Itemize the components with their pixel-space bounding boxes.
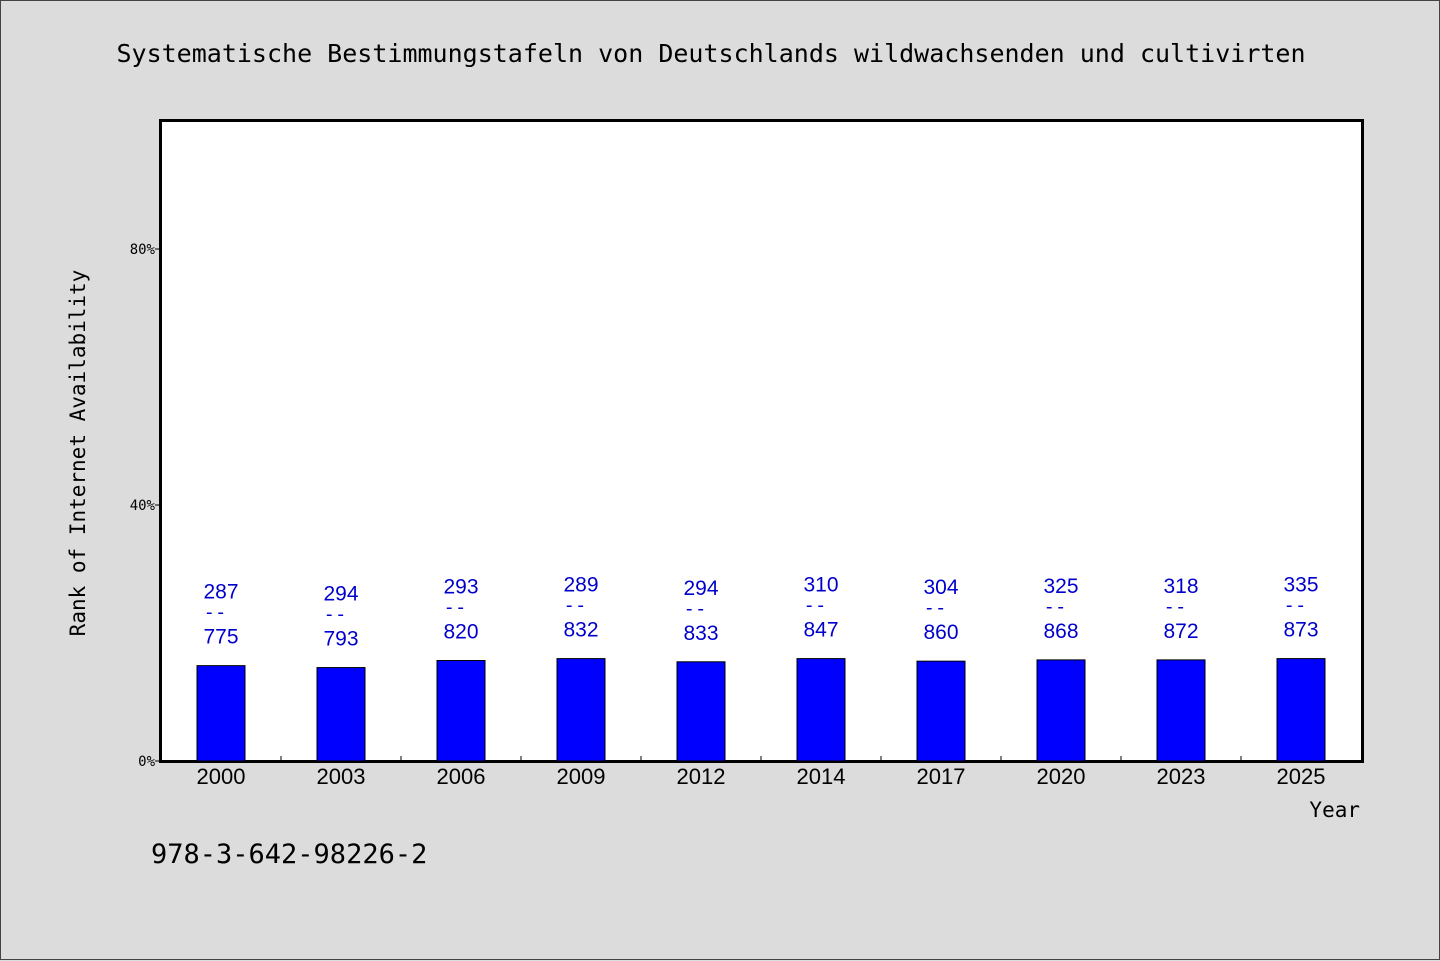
data-label-top: 293 — [443, 576, 478, 599]
bar-2014 — [796, 658, 846, 762]
y-axis-label: Rank of Internet Availability — [66, 270, 90, 637]
data-label-separator: -- — [324, 604, 347, 626]
y-axis: 0% 40% 80% — [130, 242, 161, 770]
bar-2006 — [436, 660, 486, 762]
x-tick-label: 2009 — [557, 764, 606, 789]
plot-area — [159, 119, 1364, 763]
data-label-bottom: 872 — [1163, 620, 1198, 643]
data-label-top: 289 — [563, 574, 598, 597]
data-label-top: 287 — [203, 581, 238, 604]
data-label-separator: -- — [924, 597, 947, 619]
data-label-separator: -- — [444, 597, 467, 619]
bar-2025 — [1276, 658, 1326, 762]
data-label-separator: -- — [804, 595, 827, 617]
x-tick-label: 2014 — [797, 764, 846, 789]
data-label-top: 325 — [1043, 575, 1078, 598]
data-label-bottom: 847 — [803, 619, 838, 642]
bar-2012 — [676, 661, 726, 762]
data-label-bottom: 868 — [1043, 620, 1078, 643]
bar-series — [196, 658, 1326, 762]
data-label-bottom: 873 — [1283, 619, 1318, 642]
bar-2003 — [316, 667, 366, 762]
x-tick-label: 2003 — [317, 764, 366, 789]
data-label-top: 304 — [923, 576, 958, 599]
data-label-top: 294 — [323, 583, 358, 606]
x-axis-label: Year — [1309, 798, 1360, 822]
data-label-bottom: 775 — [203, 626, 238, 649]
data-label-separator: -- — [1044, 596, 1067, 618]
bar-2017 — [916, 660, 966, 762]
x-tick-label: 2020 — [1037, 764, 1086, 789]
y-tick-label: 40% — [130, 498, 156, 514]
y-tick-label: 0% — [138, 754, 155, 770]
data-label-top: 310 — [803, 574, 838, 597]
bar-2000 — [196, 665, 246, 762]
x-tick-label: 2017 — [917, 764, 966, 789]
bar-2009 — [556, 658, 606, 762]
y-tick-label: 80% — [130, 242, 156, 258]
x-tick-label: 2025 — [1277, 764, 1326, 789]
data-label-top: 294 — [683, 577, 718, 600]
data-label-separator: -- — [564, 595, 587, 617]
data-label-separator: -- — [1284, 595, 1307, 617]
x-tick-label: 2023 — [1157, 764, 1206, 789]
x-axis: 2000 2003 2006 2009 2012 2014 2017 2020 2023 2025 — [197, 756, 1326, 789]
data-label-separator: -- — [204, 602, 227, 624]
footnote-isbn: 978-3-642-98226-2 — [151, 839, 427, 870]
data-label-top: 335 — [1283, 574, 1318, 597]
data-label-bottom: 860 — [923, 621, 958, 644]
chart-title: Systematische Bestimmungstafeln von Deut… — [116, 39, 1305, 68]
data-label-separator: -- — [1164, 596, 1187, 618]
data-label-bottom: 832 — [563, 619, 598, 642]
data-label-bottom: 833 — [683, 622, 718, 645]
data-label-separator: -- — [684, 598, 707, 620]
x-tick-label: 2012 — [677, 764, 726, 789]
data-label-bottom: 793 — [323, 628, 358, 651]
x-tick-label: 2006 — [437, 764, 486, 789]
data-label-top: 318 — [1163, 575, 1198, 598]
bar-2020 — [1036, 659, 1086, 762]
x-tick-label: 2000 — [197, 764, 246, 789]
data-label-bottom: 820 — [443, 621, 478, 644]
data-labels: 287--775294--793293--820289--832294--833… — [203, 574, 1318, 651]
bar-2023 — [1156, 659, 1206, 762]
